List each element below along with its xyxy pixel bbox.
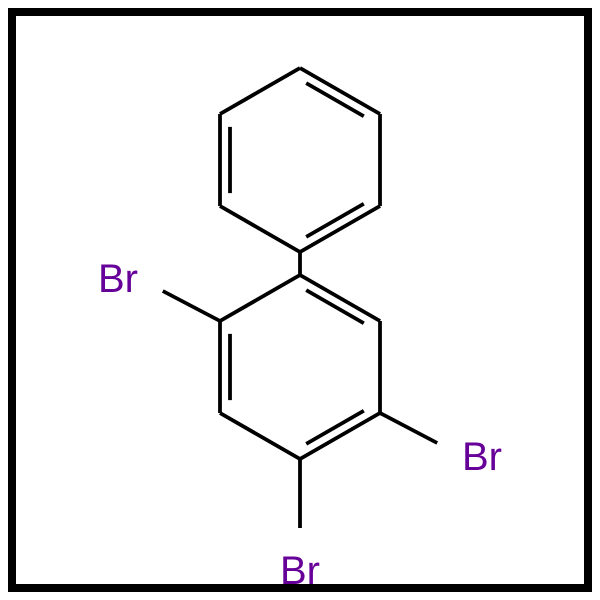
molecule-canvas: Br Br Br <box>0 0 600 600</box>
bond <box>220 413 300 459</box>
bond <box>300 275 380 321</box>
bond <box>220 275 300 321</box>
atom-label-br: Br <box>462 435 502 479</box>
bond <box>380 413 437 443</box>
bond <box>220 68 300 114</box>
bond <box>163 291 220 321</box>
bond <box>300 413 380 459</box>
bond <box>220 206 300 252</box>
bond <box>300 68 380 114</box>
atom-label-br: Br <box>280 549 320 593</box>
atom-label-br: Br <box>98 257 138 301</box>
bond <box>300 206 380 252</box>
